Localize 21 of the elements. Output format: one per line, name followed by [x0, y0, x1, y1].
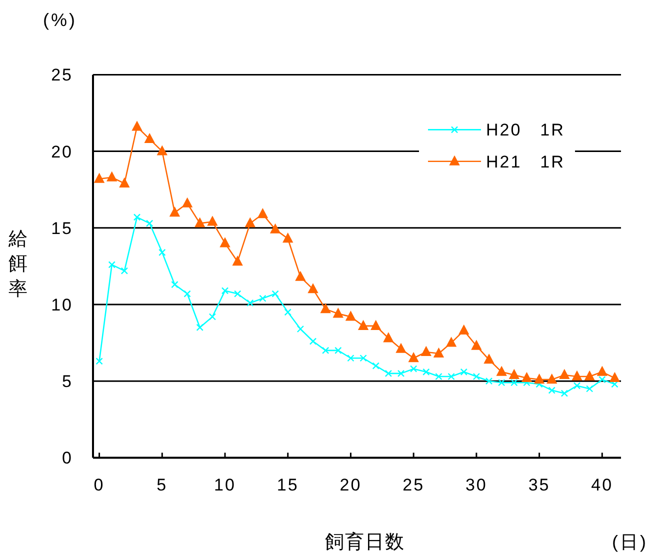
y-tick-label: 10 — [51, 296, 73, 314]
x-tick-label: 25 — [402, 476, 425, 495]
y-tick-label: 15 — [51, 218, 73, 238]
x-tick-label: 35 — [528, 476, 550, 495]
legend-label: H21 1R — [486, 152, 565, 172]
text: (日) — [612, 532, 648, 552]
x-tick-label: 30 — [465, 476, 488, 495]
y-tick-label: 20 — [51, 142, 73, 162]
y-tick-label: 25 — [51, 66, 73, 85]
x-tick-label: 0 — [94, 476, 105, 495]
x-tick-label: 40 — [591, 476, 614, 495]
y-tick-label: 0 — [62, 448, 73, 468]
legend-label: H20 1R — [486, 120, 565, 140]
x-tick-label: 10 — [214, 476, 236, 495]
x-tick-label: 20 — [340, 476, 362, 495]
text: (%) — [43, 10, 77, 30]
y-tick-label: 5 — [62, 372, 73, 392]
x-tick-label: 15 — [276, 476, 299, 495]
y-axis-title: 給餌率 — [8, 229, 28, 300]
x-tick-label: 5 — [156, 476, 168, 495]
x-axis-title: 飼育日数 — [325, 531, 405, 553]
